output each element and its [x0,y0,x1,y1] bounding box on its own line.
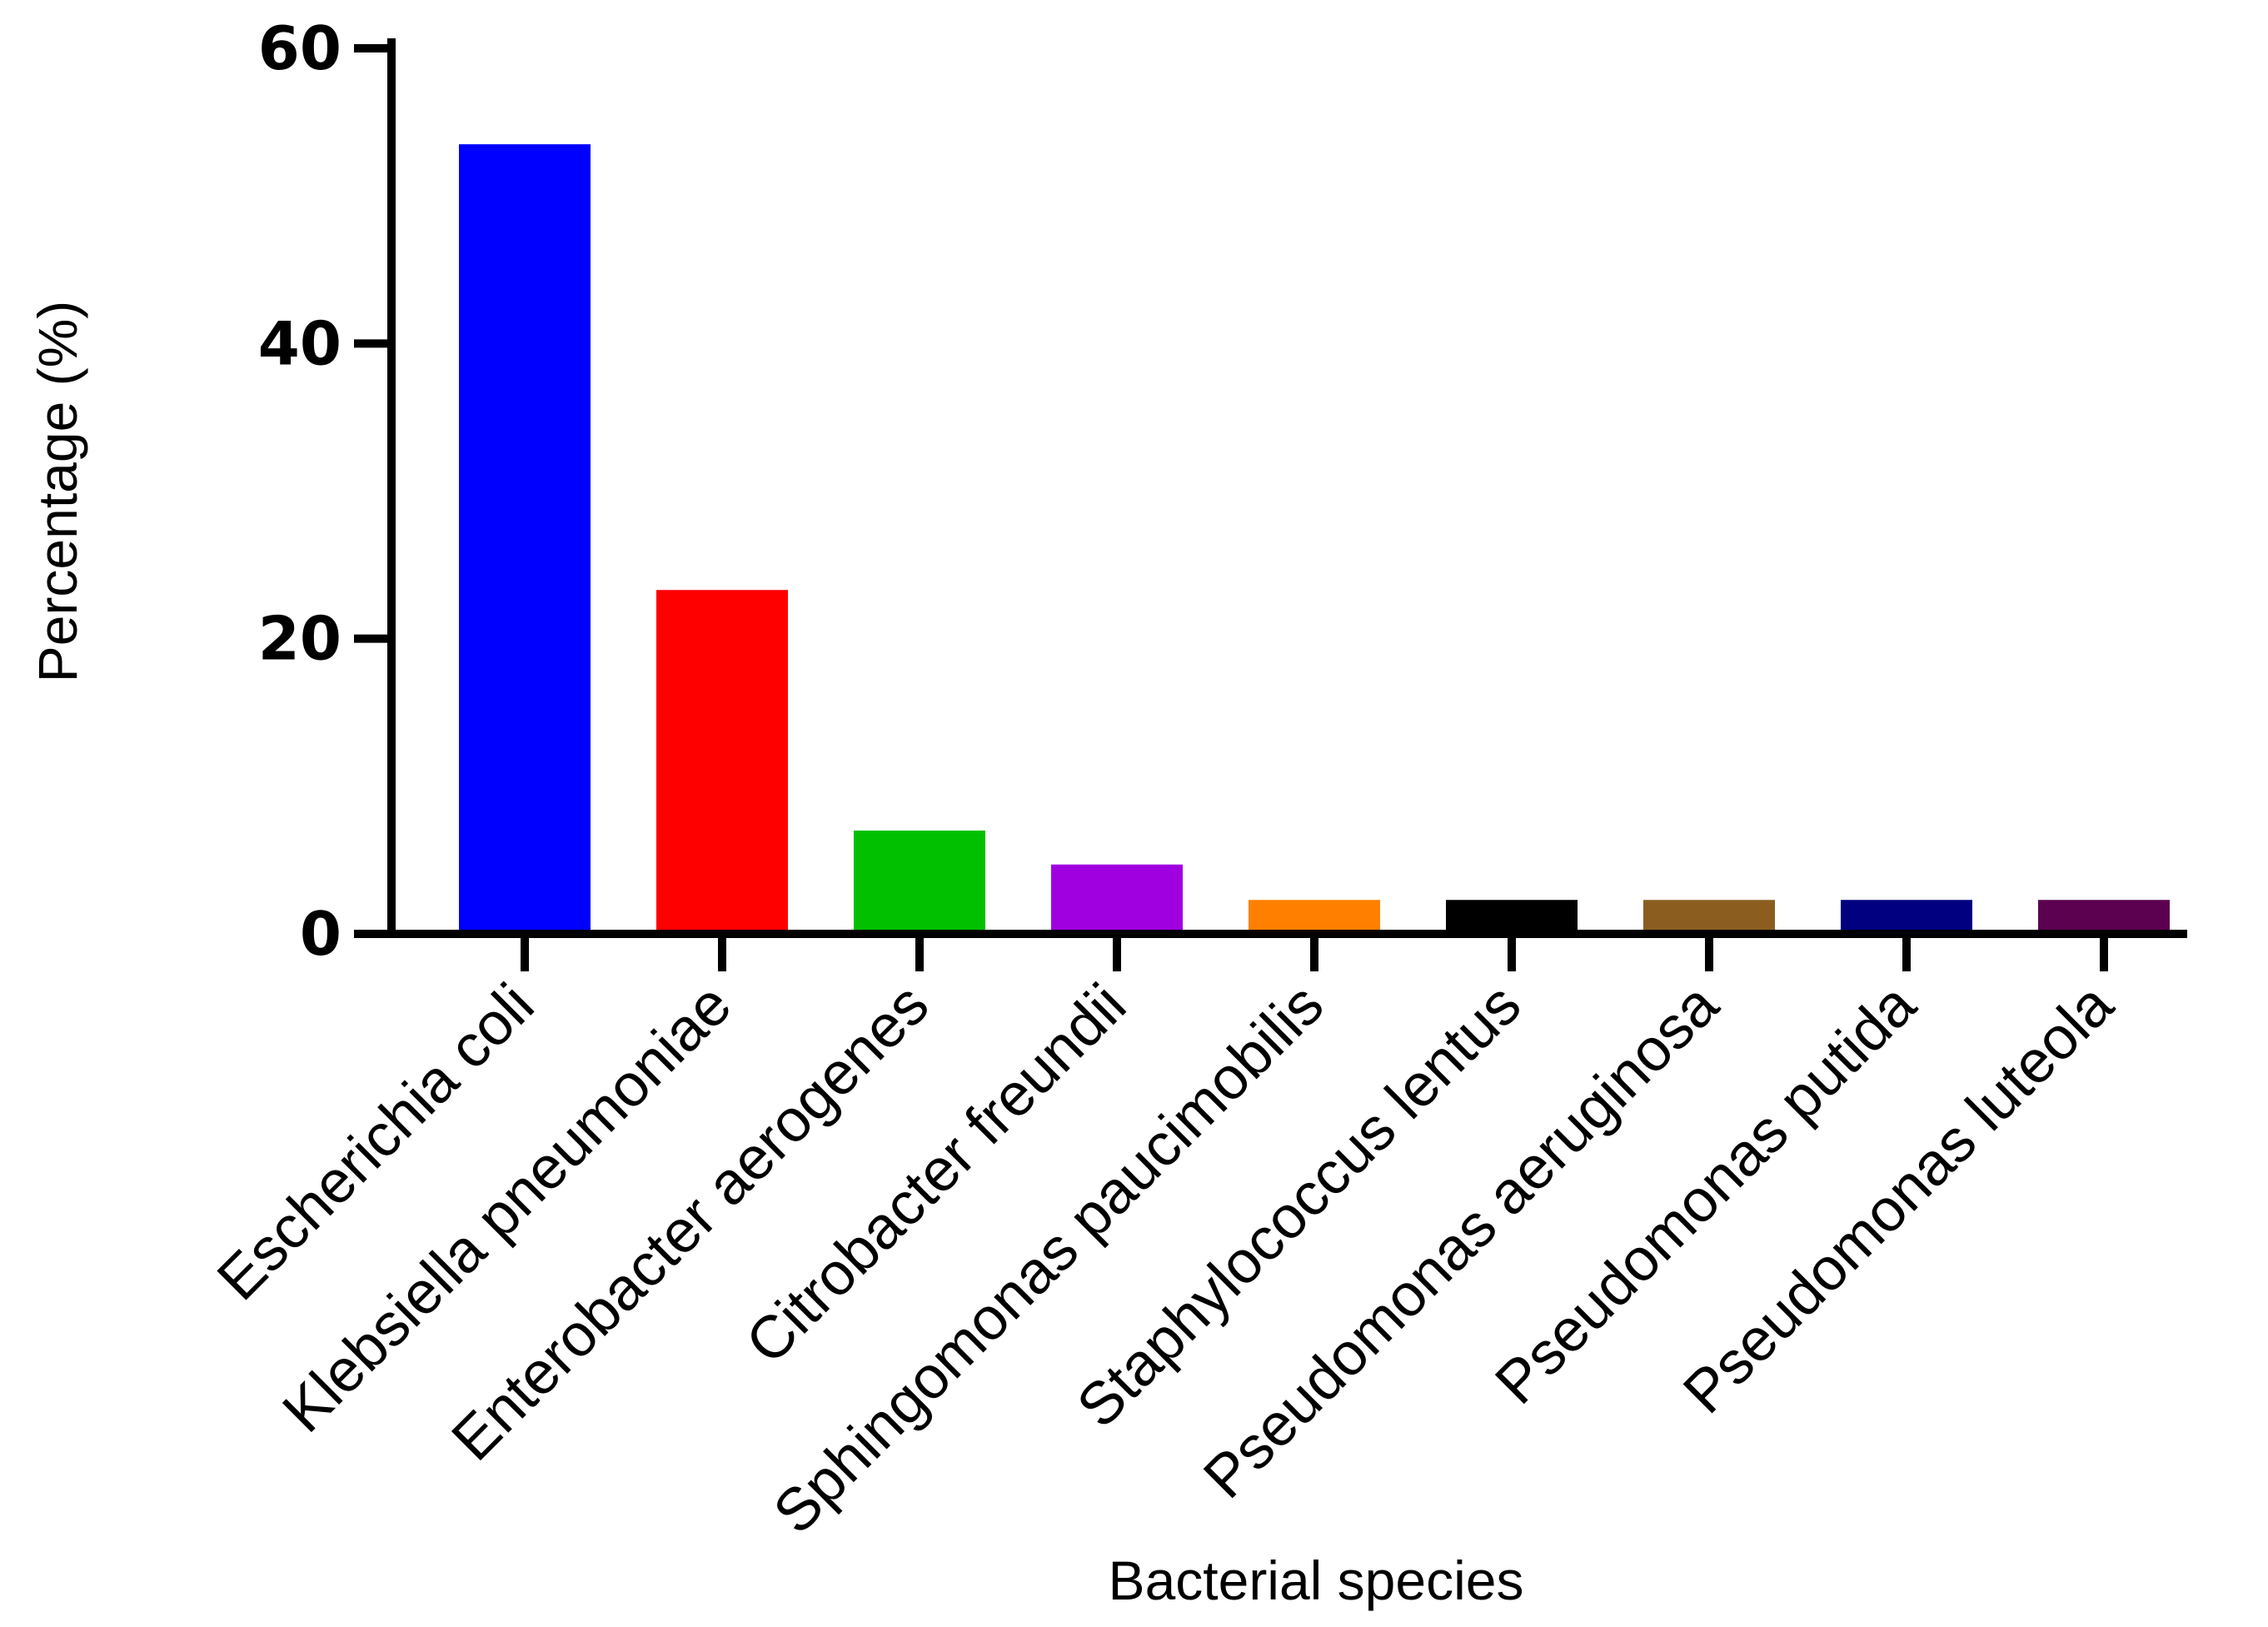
bar-1 [459,144,591,935]
bar-3 [854,830,985,934]
bar-9 [2038,900,2170,934]
y-ticks-group: 0 20 40 60 [258,13,391,969]
y-tick-label: 0 [300,899,341,969]
axes-group [387,38,2187,938]
x-axis-title: Bacterial species [1109,1550,1524,1611]
bar-5 [1249,900,1380,934]
y-axis-title: Percentage (%) [27,301,88,683]
bar-4 [1051,864,1183,934]
x-category-label: Citrobacter freundii [734,971,1139,1377]
bar-2 [656,590,788,934]
y-tick-label: 40 [258,308,341,378]
y-tick-label: 60 [258,13,341,83]
bar-8 [1841,900,1972,934]
bar-6 [1446,900,1578,934]
y-tick-label: 20 [258,604,341,674]
bars-group [459,144,2170,935]
bar-7 [1643,900,1775,934]
